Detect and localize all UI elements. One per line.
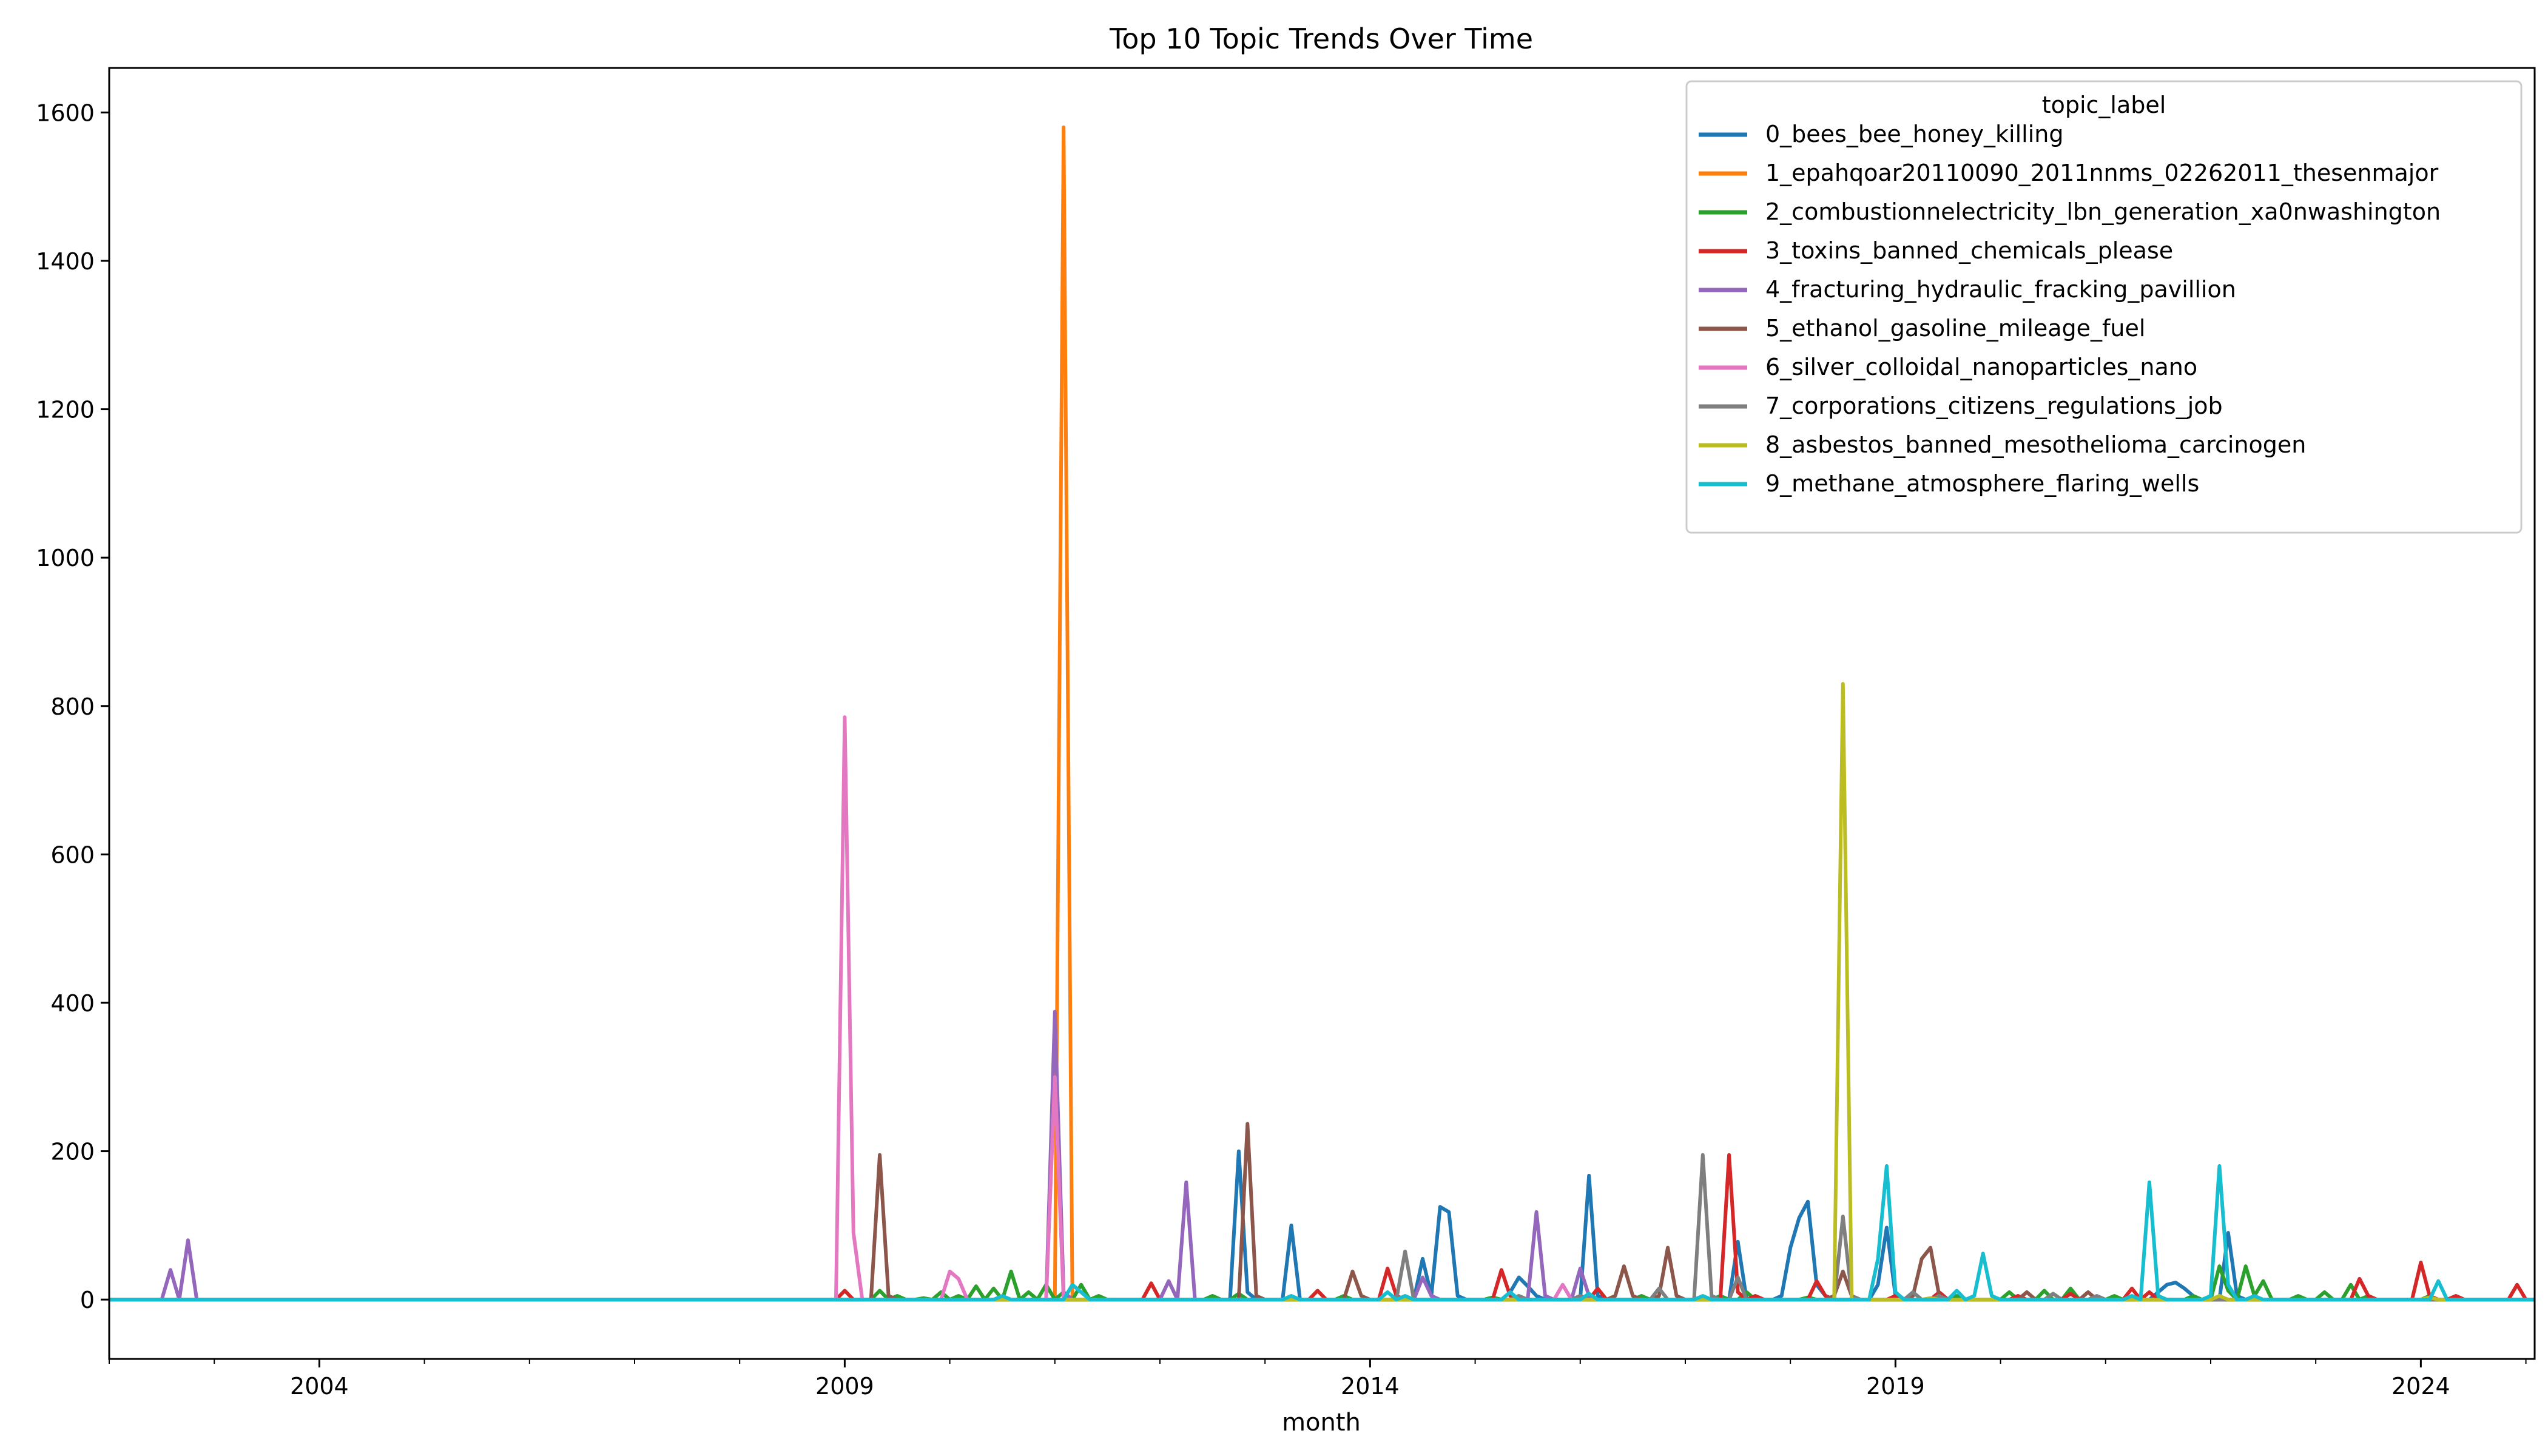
legend: topic_label 0_bees_bee_honey_killing 1_epa…	[1685, 80, 2523, 534]
y-tick-label-7: 1400	[36, 248, 95, 275]
series-line-3	[109, 1153, 2535, 1302]
legend-entry-4: 4_fracturing_hydraulic_fracking_pavillio…	[1765, 276, 2236, 303]
legend-entry-0: 0_bees_bee_honey_killing	[1765, 121, 2063, 147]
plot-area-frame	[108, 67, 2536, 1360]
series-line-7	[109, 1153, 2535, 1302]
y-axis: 0 200 400 600 800 1000 1200 1400 1600	[36, 99, 109, 1313]
x-axis: 2004 2009 2014 2019 2024	[109, 1359, 2527, 1400]
chart-title: Top 10 Topic Trends Over Time	[1109, 22, 1533, 55]
y-tick-label-1: 200	[50, 1139, 95, 1165]
y-tick-label-5: 1000	[36, 545, 95, 571]
legend-entry-9: 9_methane_atmosphere_flaring_wells	[1765, 470, 2199, 497]
legend-title: topic_label	[2042, 92, 2166, 118]
series-line-9	[109, 1164, 2535, 1302]
y-tick-label-2: 400	[50, 990, 95, 1017]
legend-entry-6: 6_silver_colloidal_nanoparticles_nano	[1765, 354, 2197, 380]
y-tick-label-4: 800	[50, 693, 95, 720]
series-lines	[109, 125, 2535, 1302]
series-line-5	[109, 1122, 2535, 1302]
y-tick-label-6: 1200	[36, 397, 95, 423]
y-tick-label-0: 0	[80, 1287, 95, 1313]
legend-box	[1685, 80, 2523, 534]
x-tick-label-1: 2009	[815, 1373, 874, 1400]
y-tick-label-8: 1600	[36, 99, 95, 126]
x-tick-label-0: 2004	[290, 1373, 349, 1400]
series-line-0	[109, 1149, 2535, 1302]
legend-entry-2: 2_combustionnelectricity_lbn_generation_…	[1765, 198, 2441, 225]
series-line-4	[109, 1009, 2535, 1302]
series-line-8	[109, 682, 2535, 1302]
x-tick-label-4: 2024	[2391, 1373, 2450, 1400]
series-line-6	[109, 715, 2535, 1302]
legend-entry-8: 8_asbestos_banned_mesothelioma_carcinoge…	[1765, 431, 2306, 458]
x-axis-label: month	[1282, 1409, 1361, 1437]
x-tick-label-2: 2014	[1341, 1373, 1400, 1400]
legend-entry-5: 5_ethanol_gasoline_mileage_fuel	[1765, 315, 2145, 342]
legend-entry-3: 3_toxins_banned_chemicals_please	[1765, 237, 2173, 264]
y-tick-label-3: 600	[50, 841, 95, 868]
x-tick-label-3: 2019	[1866, 1373, 1925, 1400]
legend-entry-1: 1_epahqoar20110090_2011nnms_02262011_the…	[1765, 160, 2439, 186]
legend-entry-7: 7_corporations_citizens_regulations_job	[1765, 393, 2223, 419]
